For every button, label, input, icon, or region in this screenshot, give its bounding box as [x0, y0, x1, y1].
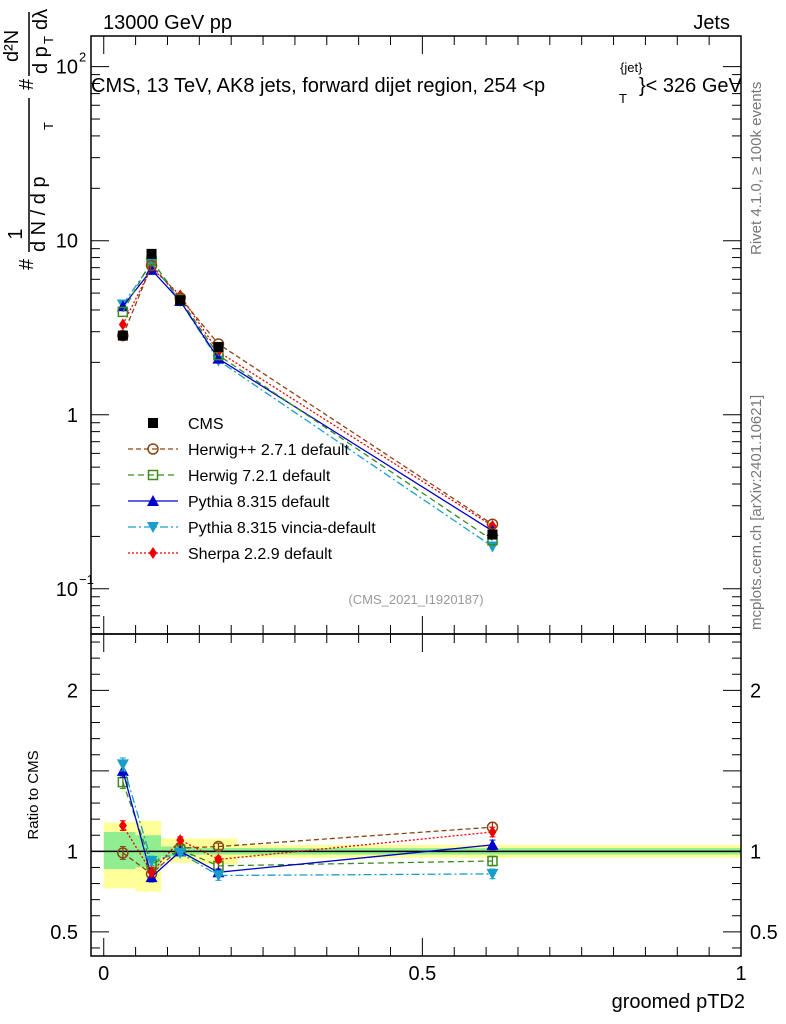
legend-marker — [147, 495, 159, 506]
ratio-series-pythia-8-315-vincia-default — [116, 757, 499, 882]
ratio-data-point — [486, 868, 499, 880]
series-line — [122, 268, 493, 532]
beam-label: 13000 GeV pp — [103, 12, 232, 34]
ratio-data-point — [147, 866, 156, 879]
legend-entry-herwig-7-2-1-default: Herwig 7.2.1 default — [128, 468, 331, 485]
legend-label: Herwig 7.2.1 default — [188, 468, 331, 485]
legend-label: Pythia 8.315 vincia-default — [188, 520, 376, 537]
data-point — [117, 306, 129, 318]
legend-entry-pythia-8-315-vincia-default: Pythia 8.315 vincia-default — [128, 520, 376, 537]
legend-marker — [147, 469, 159, 481]
ratio-data-point — [176, 834, 185, 847]
series-line — [122, 264, 493, 525]
plot-title-subscript: T — [619, 91, 627, 106]
data-point — [118, 318, 127, 331]
ratio-data-point — [214, 853, 223, 866]
legend-entry-herwig-2-7-1-default: Herwig++ 2.7.1 default — [128, 442, 350, 459]
main-y-tick-label: 1 — [67, 405, 78, 427]
legend-marker — [149, 547, 157, 559]
ratio-y-tick-label-right: 1 — [750, 841, 761, 863]
plot-title: CMS, 13 TeV, AK8 jets, forward dijet reg… — [91, 60, 743, 106]
main-panel-series — [116, 248, 499, 553]
legend-label: Herwig++ 2.7.1 default — [188, 442, 350, 459]
x-tick-label: 0.5 — [408, 963, 436, 985]
ratio-data-point — [487, 855, 498, 867]
ratio-y-tick-label: 0.5 — [50, 922, 78, 944]
y-label-hash-1: # — [16, 258, 38, 270]
ratio-panel-series — [116, 757, 499, 883]
series-herwig-2-7-1-default — [117, 259, 499, 530]
ratio-y-tick-label: 2 — [67, 680, 78, 702]
plot-title-tail: }< 326 GeV — [639, 75, 743, 97]
ratio-y-tick-label: 1 — [67, 841, 78, 863]
ratio-y-tick-label-right: 2 — [750, 680, 761, 702]
legend-label: Sherpa 2.2.9 default — [188, 546, 333, 563]
data-point — [212, 352, 225, 364]
legend-marker — [147, 443, 159, 455]
main-y-tick-exponent: 2 — [79, 50, 86, 65]
series-cms — [117, 248, 498, 540]
ratio-panel-frame — [90, 633, 742, 957]
legend-marker — [148, 418, 158, 428]
ratio-data-point — [118, 819, 127, 832]
y-label-hash-2: # — [16, 78, 38, 90]
legend-entry-sherpa-2-2-9-default: Sherpa 2.2.9 default — [128, 546, 333, 563]
y-label-numerator-2: d²N — [1, 30, 23, 62]
x-axis-label: groomed pTD2 — [612, 991, 745, 1013]
cms-data-point — [213, 342, 224, 353]
y-axis-label: # 1 d N / d p T # d²N d p T dλ — [1, 9, 56, 270]
y-label-sub-t-2: T — [41, 36, 56, 44]
cms-data-point — [487, 529, 498, 540]
ratio-data-point — [486, 838, 499, 850]
plot-title-main: CMS, 13 TeV, AK8 jets, forward dijet reg… — [91, 75, 545, 97]
ratio-data-point — [212, 870, 225, 882]
ratio-series-pythia-8-315-default — [116, 763, 499, 883]
ratio-data-point — [116, 759, 129, 771]
y-label-dlambda: dλ — [30, 9, 52, 30]
ratio-data-point — [117, 847, 129, 859]
ratio-y-tick-label-right: 0.5 — [750, 922, 778, 944]
main-y-tick-label: 10 — [56, 57, 78, 79]
data-point — [116, 300, 129, 312]
legend-marker — [147, 522, 159, 533]
ratio-series-sherpa-2-2-9-default — [118, 819, 497, 879]
legend-label: CMS — [188, 416, 224, 433]
legend-entry-pythia-8-315-default: Pythia 8.315 default — [128, 494, 330, 511]
data-point — [486, 518, 499, 530]
legend-entry-cms: CMS — [148, 416, 224, 433]
cms-data-point — [117, 330, 128, 341]
cms-data-point — [175, 295, 186, 306]
main-y-tick-label: 10 — [56, 579, 78, 601]
legend-label: Pythia 8.315 default — [188, 494, 330, 511]
plot-title-superscript: {jet} — [620, 60, 643, 75]
main-y-tick-label: 10 — [56, 231, 78, 253]
process-label: Jets — [693, 12, 730, 34]
ratio-data-point — [488, 826, 497, 839]
analysis-id-label: (CMS_2021_I1920187) — [348, 592, 483, 607]
mcplots-label: mcplots.cern.ch [arXiv:2401.10621] — [748, 395, 765, 630]
y-label-denominator-1: d N / d p — [28, 176, 50, 252]
ratio-data-point — [212, 840, 225, 853]
ratio-data-point — [174, 847, 187, 859]
x-tick-label: 0 — [98, 963, 109, 985]
ratio-series-line — [122, 781, 493, 867]
ratio-panel-axes: 0.5 0.51 12 20 0.5 1 — [50, 634, 778, 985]
series-line — [122, 259, 493, 541]
ratio-y-axis-label: Ratio to CMS — [25, 750, 42, 839]
rivet-label: Rivet 4.1.0, ≥ 100k events — [748, 82, 765, 255]
y-label-denominator-2: d p — [30, 46, 52, 74]
cms-data-point — [146, 248, 157, 259]
x-tick-label: 1 — [735, 963, 746, 985]
ratio-inner-band — [103, 832, 136, 870]
main-y-tick-exponent: −1 — [79, 572, 94, 587]
main-panel-frame — [90, 35, 742, 635]
ratio-data-point — [145, 856, 158, 868]
y-label-numerator-1: 1 — [5, 228, 27, 239]
legend: CMS Herwig++ 2.7.1 default Herwig 7.2.1 de… — [128, 416, 376, 563]
data-point — [145, 259, 158, 272]
y-label-sub-t-1: T — [41, 122, 56, 130]
